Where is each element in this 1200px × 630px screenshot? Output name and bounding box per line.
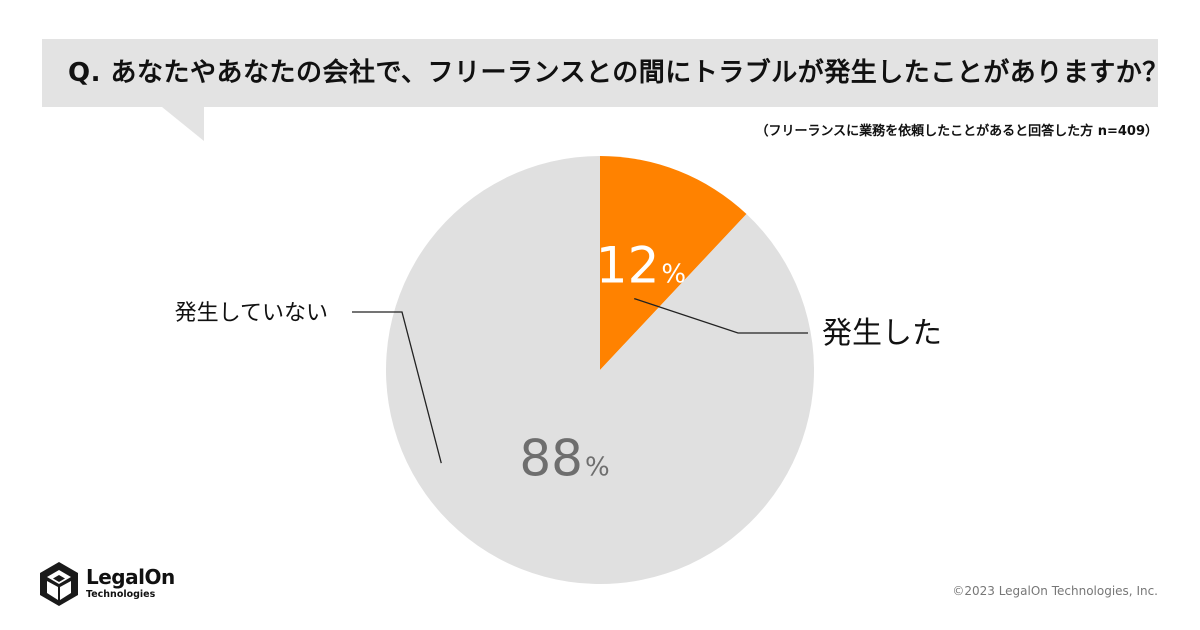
- slice-value-label-1: 88%: [519, 430, 609, 488]
- slice-value-label-0: 12%: [596, 237, 686, 295]
- logo-mark-icon: [40, 562, 78, 606]
- pie-slice-0: [600, 156, 747, 370]
- slice-category-label-1: 発生していない: [175, 301, 328, 326]
- bubble-tail: [162, 107, 204, 141]
- slice-category-label-0: 発生した: [822, 316, 942, 351]
- brand-logo: LegalOn Technologies: [40, 562, 180, 606]
- question-text: Q. あなたやあなたの会社で、フリーランスとの間にトラブルが発生したことがありま…: [68, 58, 1169, 88]
- pie-slice-1: [385, 156, 815, 584]
- leader-line-0: [634, 297, 808, 334]
- question-bubble: Q. あなたやあなたの会社で、フリーランスとの間にトラブルが発生したことがありま…: [42, 39, 1168, 107]
- copyright: ©2023 LegalOn Technologies, Inc.: [952, 584, 1158, 598]
- logo-name: LegalOn: [86, 565, 175, 589]
- logo-subname: Technologies: [86, 589, 156, 600]
- leader-line-1: [352, 311, 442, 464]
- sample-note: （フリーランスに業務を依頼したことがあると回答した方 n=409）: [755, 124, 1158, 139]
